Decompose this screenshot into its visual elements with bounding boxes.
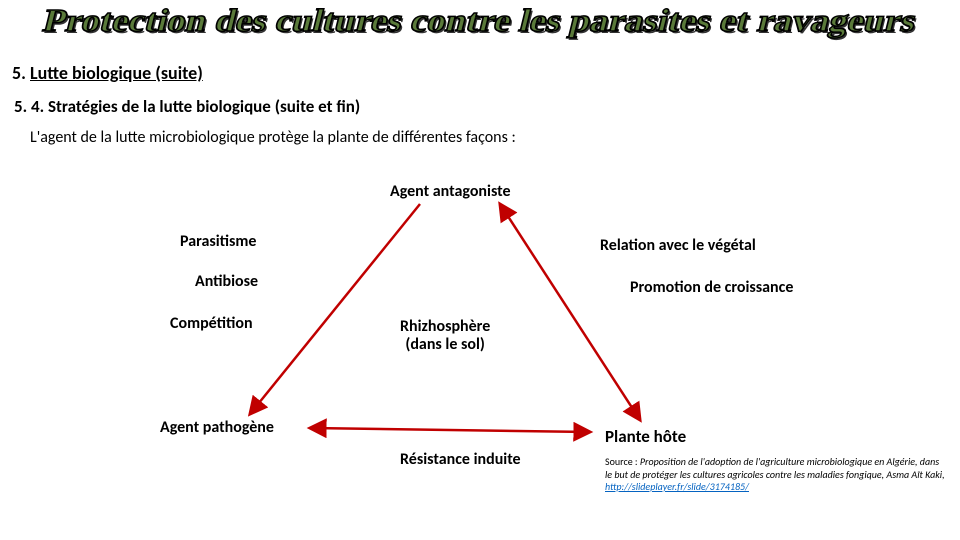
heading-5-num: 5. (12, 62, 30, 84)
edge-label-parasitisme: Parasitisme (180, 232, 256, 251)
node-agent-pathogene: Agent pathogène (160, 418, 274, 437)
heading-5-text: Lutte biologique (suite) (30, 62, 203, 84)
edge-label-promotion: Promotion de croissance (630, 278, 793, 297)
edge-label-antibiose: Antibiose (195, 272, 258, 291)
edge-label-competition: Compétition (170, 314, 253, 333)
source-prefix: Source : (605, 455, 640, 468)
source-citation: Source : Proposition de l'adoption de l'… (605, 456, 945, 494)
source-body: Proposition de l'adoption de l'agricultu… (605, 455, 945, 481)
source-link[interactable]: http://slideplayer.fr/slide/3174185/ (605, 480, 749, 493)
slide-title: Protection des cultures contre les paras… (40, 2, 921, 39)
lead-text: L'agent de la lutte microbiologique prot… (30, 128, 516, 147)
edge-label-rhizosphere: Rhizhosphère (dans le sol) (400, 318, 490, 355)
node-agent-antagoniste: Agent antagoniste (390, 182, 511, 201)
heading-5-4: 5. 4. Stratégies de la lutte biologique … (14, 96, 360, 117)
node-plante-hote: Plante hôte (605, 426, 686, 447)
rhizosphere-line1: Rhizhosphère (400, 317, 490, 336)
edge-label-relation-vegetal: Relation avec le végétal (600, 236, 756, 255)
heading-5: 5. Lutte biologique (suite) (12, 62, 203, 84)
rhizosphere-line2: (dans le sol) (405, 335, 485, 354)
edge-label-resistance: Résistance induite (400, 450, 521, 469)
